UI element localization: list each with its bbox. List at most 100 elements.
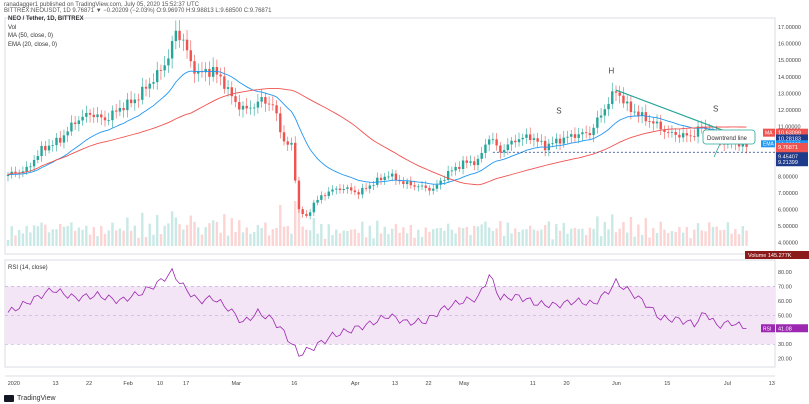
volume-bar: [711, 226, 715, 246]
time-tick-label: Jun: [612, 381, 621, 387]
candle-body: [570, 134, 573, 137]
volume-bar: [502, 235, 506, 246]
ema-tag-label: EMA: [763, 141, 775, 147]
time-tick-label: Jul: [724, 381, 731, 387]
candle-body: [25, 166, 28, 172]
volume-bar: [107, 230, 110, 246]
price-pane-frame: [4, 17, 776, 255]
volume-bar: [372, 238, 375, 246]
ma-tag-bg: [763, 128, 775, 137]
candle-body: [599, 115, 603, 118]
time-tick-label: 17: [183, 381, 189, 387]
candle-body: [118, 107, 122, 112]
candle-body: [185, 39, 189, 51]
candle-body: [85, 112, 88, 117]
candle-body: [267, 103, 271, 105]
volume-bar: [323, 238, 327, 246]
candle-body: [603, 109, 606, 116]
volume-bar: [413, 237, 416, 246]
volume-bar: [245, 227, 248, 246]
volume-bar: [182, 229, 185, 246]
volume-bar: [88, 234, 92, 246]
volume-bar: [428, 231, 431, 246]
ema-label: EMA (20, close, 0): [8, 41, 58, 48]
candle-body: [402, 181, 405, 185]
candle-body: [59, 137, 62, 143]
candle-body: [144, 86, 148, 89]
footer-brand[interactable]: TradingView: [4, 395, 56, 402]
candle-body: [252, 107, 256, 109]
candle-body: [555, 138, 558, 144]
volume-bar: [514, 228, 517, 246]
ma-label: MA (50, close, 0): [8, 33, 54, 39]
candle-body: [338, 188, 342, 190]
candle-body: [674, 131, 677, 135]
volume-bar: [252, 231, 256, 246]
volume-bar: [55, 229, 58, 246]
candle-body: [543, 140, 547, 151]
indicator-legend: NEO / Tether, 1D, BITTREX Vol MA (50, cl…: [8, 15, 84, 49]
volume-bar: [353, 229, 357, 246]
vol-label: Vol: [8, 24, 17, 31]
volume-bar: [629, 217, 633, 246]
candle-body: [648, 121, 651, 123]
candle-body: [596, 117, 599, 128]
time-tick-label: 13: [392, 381, 398, 387]
candle-body: [51, 145, 54, 146]
volume-bar: [320, 223, 323, 246]
candle-body: [21, 171, 25, 173]
price-tick-label: 14.00000: [778, 75, 801, 81]
volume-bar: [141, 212, 144, 246]
volume-bar: [51, 229, 54, 246]
volume-bar: [364, 237, 368, 246]
candle-body: [640, 112, 644, 116]
candle-body: [189, 50, 192, 62]
volume-bar: [424, 227, 427, 246]
rsi-line: [7, 267, 747, 357]
volume-bar: [450, 229, 454, 246]
left-shoulder-label: S: [556, 106, 561, 115]
volume-bar: [219, 232, 222, 246]
candle-body: [323, 195, 327, 197]
volume-bar: [540, 229, 543, 246]
candle-body: [625, 101, 629, 104]
candle-body: [681, 133, 685, 138]
volume-bar: [144, 236, 148, 246]
volume-bar: [383, 226, 386, 246]
volume-bar: [6, 240, 10, 246]
volume-bar: [681, 232, 685, 246]
candle-body: [450, 170, 454, 172]
rsi-tag-bg: [761, 324, 775, 333]
candle-body: [502, 150, 506, 153]
candle-body: [73, 122, 77, 125]
candle-body: [379, 177, 383, 181]
volume-bar: [577, 229, 580, 246]
ma50-line: [7, 87, 747, 186]
volume-bar: [133, 225, 137, 246]
volume-bar: [208, 223, 211, 246]
volume-bar: [473, 225, 476, 246]
volume-bar: [734, 229, 737, 246]
candle-body: [327, 191, 330, 197]
volume-bar: [387, 233, 390, 246]
candle-body: [633, 111, 636, 113]
time-tick-label: 13: [52, 381, 58, 387]
candle-body: [469, 161, 472, 163]
ohlc-text: BITTREX:NEOUSDT, 1D 9.76871 ▼ −0.20209 (…: [4, 8, 272, 14]
volume-bar: [506, 222, 510, 246]
volume-bar: [215, 221, 219, 246]
candle-body: [182, 39, 185, 41]
volume-bar: [335, 229, 338, 246]
level2-tag-bg: [776, 152, 808, 161]
candle-body: [562, 137, 565, 144]
volume-bar: [394, 223, 398, 246]
volume-bar: [570, 228, 573, 246]
ema-tag-bg: [761, 140, 775, 148]
volume-bar: [484, 221, 487, 246]
candle-body: [745, 143, 748, 147]
volume-bar: [637, 224, 640, 246]
volume-bar: [10, 226, 13, 246]
volume-bar: [211, 220, 215, 246]
time-tick-label: Mar: [232, 381, 242, 387]
